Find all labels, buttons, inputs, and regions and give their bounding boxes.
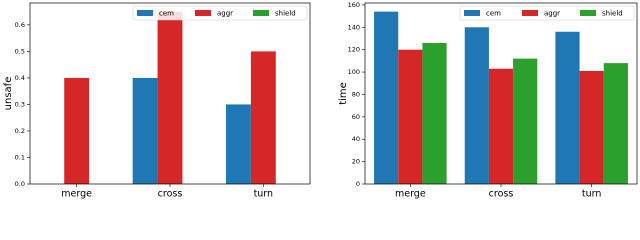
legend-label: shield: [602, 10, 623, 18]
y-tick-label: 140: [348, 23, 360, 31]
plot-frame: [364, 2, 638, 185]
legend-swatch: [253, 10, 269, 16]
y-tick-label: 80: [352, 90, 360, 98]
legend: cem aggr shield: [132, 5, 308, 21]
page: 0.0 0.1 0.2 0.3 0.4 0.5 0.6 unsafe merge cross tur…: [3, 0, 638, 200]
plot-frame: [29, 2, 311, 185]
x-tick-label: turn: [254, 189, 274, 200]
bar: [398, 49, 423, 184]
legend-swatch: [137, 10, 153, 16]
x-tick-label: merge: [395, 189, 426, 200]
x-tick-label: cross: [158, 189, 183, 200]
legend-swatch: [580, 10, 596, 16]
legend-label: cem: [486, 10, 501, 18]
bar: [374, 11, 399, 184]
bar: [64, 77, 90, 184]
bar: [422, 42, 447, 184]
legend-box: [459, 5, 635, 21]
y-axis-label: unsafe: [3, 77, 14, 111]
x-tick-label: turn: [582, 189, 602, 200]
legend-swatch: [522, 10, 538, 16]
bar: [464, 27, 489, 185]
x-tick-label: merge: [61, 189, 92, 200]
legend-label: shield: [275, 10, 296, 18]
y-tick-label: 0.3: [15, 100, 25, 108]
y-tick-label: 0.1: [15, 153, 25, 161]
legend-label: cem: [159, 10, 174, 18]
legend-box: [132, 5, 308, 21]
bar: [513, 58, 538, 184]
bar: [488, 68, 514, 184]
x-tick-label: cross: [489, 189, 514, 200]
bar: [579, 70, 604, 184]
y-tick-label: 0.4: [15, 74, 25, 82]
y-tick-label: 100: [348, 68, 360, 76]
y-tick-label: 120: [348, 46, 360, 54]
bar: [555, 31, 580, 184]
y-tick-label: 0.2: [15, 127, 25, 135]
legend-swatch: [195, 10, 211, 16]
bar: [226, 104, 251, 184]
legend-swatch: [464, 10, 480, 16]
y-tick-label: 0.6: [15, 21, 25, 29]
bar: [250, 51, 276, 185]
legend: cem aggr shield: [459, 5, 635, 21]
y-tick-label: 60: [352, 113, 360, 121]
legend-label: aggr: [544, 10, 560, 18]
y-axis-label: time: [338, 82, 349, 105]
bar: [603, 63, 628, 184]
y-tick-label: 0.0: [15, 180, 25, 188]
y-tick-label: 0: [356, 180, 360, 188]
bar: [132, 77, 158, 184]
figure: 0.0 0.1 0.2 0.3 0.4 0.5 0.6 unsafe merge cross tur…: [3, 1, 638, 200]
y-tick-label: 0.5: [15, 47, 25, 55]
y-tick-label: 20: [352, 158, 360, 166]
legend-label: aggr: [217, 10, 233, 18]
y-tick-label: 160: [348, 1, 360, 9]
bar: [157, 11, 183, 184]
y-tick-label: 40: [352, 135, 360, 143]
